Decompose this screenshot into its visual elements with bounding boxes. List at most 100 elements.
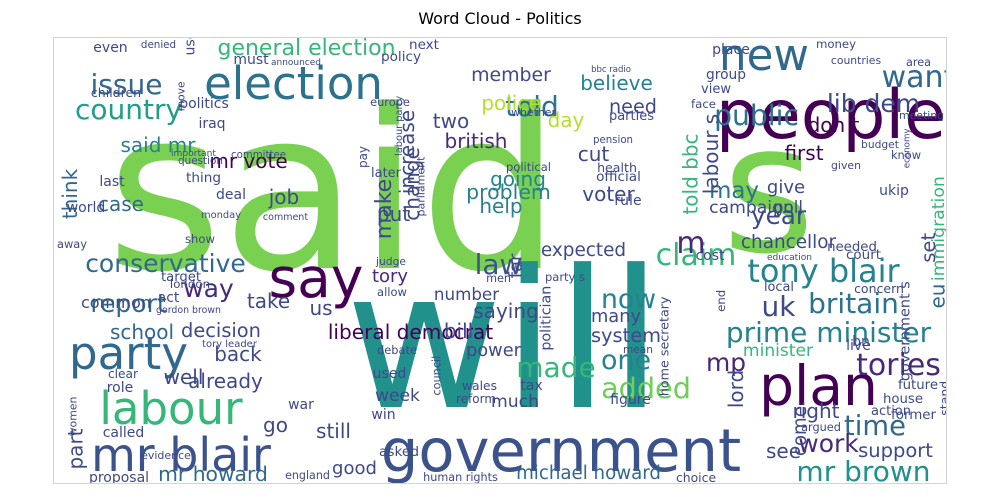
word-pay: pay (355, 145, 370, 169)
word-later: later (370, 165, 402, 181)
word-labour-s: labour s (698, 113, 723, 194)
word-council: council (430, 356, 444, 396)
word-gordon-brown: gordon brown (156, 305, 221, 317)
word-role: role (106, 380, 134, 396)
word-committee: committee (230, 149, 287, 161)
word-show: show (185, 232, 215, 247)
word-policy: policy (380, 49, 422, 66)
word-still: still (316, 419, 351, 443)
word-london: london (169, 277, 211, 292)
word-win: win (371, 407, 396, 423)
word-eu: eu (924, 283, 947, 308)
word-know: know (890, 148, 922, 163)
word-m: m (676, 226, 706, 261)
word-britain: britain (808, 287, 899, 320)
word-common: common (80, 292, 152, 312)
word-general-election: general election (217, 37, 396, 61)
word-police: police (481, 91, 541, 115)
word-allow: allow (377, 285, 407, 300)
word-claim: claim (655, 238, 737, 273)
word-well: well (163, 365, 204, 389)
word-good: good (332, 458, 377, 479)
word-people: people (715, 76, 947, 156)
word-view: view (701, 81, 731, 97)
word-face: face (691, 97, 716, 112)
word-will: will (345, 230, 663, 453)
word-given: given (831, 158, 861, 172)
word-live: live (846, 338, 871, 354)
word-figure: figure (610, 392, 651, 408)
word-future: future (897, 378, 939, 394)
word-important: important (171, 149, 216, 160)
word-much: much (491, 392, 539, 413)
word-even: even (93, 40, 128, 56)
word-tory-leader: tory leader (202, 339, 257, 350)
word-action: action (870, 403, 911, 419)
word-michael-howard: michael howard (516, 462, 661, 484)
word-plan: plan (759, 354, 878, 418)
word-immigration: immigration (929, 175, 947, 282)
word-uk: uk (761, 290, 796, 323)
word-next: next (409, 37, 439, 54)
word-week: week (375, 386, 420, 407)
word-going: going (490, 167, 546, 191)
word-health: health (597, 159, 637, 175)
word-official: official (596, 169, 641, 186)
word-told-bbc: told bbc (678, 132, 703, 215)
word-added: added (601, 370, 691, 405)
word-ukip: ukip (879, 183, 909, 199)
word-many: many (590, 306, 641, 328)
word-lib-dem: lib dem (826, 89, 921, 118)
word-education: education (766, 253, 813, 264)
word-choice: choice (675, 469, 717, 484)
word-told: told (505, 90, 559, 123)
word-party: party (69, 327, 188, 380)
word-put: put (376, 202, 411, 226)
word-member: member (471, 63, 551, 86)
word-wales: wales (462, 378, 497, 393)
word-one: one (600, 344, 652, 376)
word-right: right (792, 399, 840, 423)
word-go: go (263, 413, 288, 437)
word-local: local (763, 279, 795, 295)
word-may: may (709, 178, 759, 205)
word-group: group (705, 67, 747, 84)
word-school: school (109, 320, 175, 344)
word-mean: mean (622, 343, 654, 356)
word-public: public (714, 98, 799, 132)
word-support: support (858, 439, 933, 463)
word-place: place (712, 42, 750, 58)
word-number: number (433, 283, 500, 304)
word-pension: pension (592, 134, 634, 146)
word-cost: cost (695, 248, 725, 264)
word-year: year (750, 201, 807, 231)
word-minister: minister (742, 341, 814, 362)
word-clear: clear (107, 366, 139, 381)
word-needed: needed (827, 240, 877, 256)
word-back: back (214, 342, 262, 366)
word-women: women (66, 396, 80, 436)
word-deal: deal (216, 187, 246, 203)
word-must: must (233, 52, 269, 68)
word-meeting: meeting (898, 108, 945, 122)
word-human-rights: human rights (423, 471, 498, 484)
word-cloud: said s will people government election new say p… (53, 37, 947, 484)
word-work: work (798, 429, 859, 458)
word-men: men (486, 272, 511, 286)
word-politics: politics (179, 96, 229, 112)
word-parties: parties (608, 108, 655, 124)
word-parliament: parliament (414, 156, 428, 216)
word-home-secretary: home secretary (656, 296, 672, 396)
word-power: power (466, 340, 521, 362)
word-called: called (102, 425, 145, 441)
word-away: away (56, 237, 88, 252)
word-take: take (246, 289, 291, 313)
word-election: election (204, 57, 383, 110)
word-tax: tax (520, 378, 543, 394)
word-day: day (547, 108, 585, 132)
word-act: act (157, 290, 180, 306)
word-tories: tories (856, 348, 941, 383)
word-target: target (160, 270, 202, 286)
word-bn: bn (852, 334, 870, 350)
word-us: us (309, 296, 333, 320)
